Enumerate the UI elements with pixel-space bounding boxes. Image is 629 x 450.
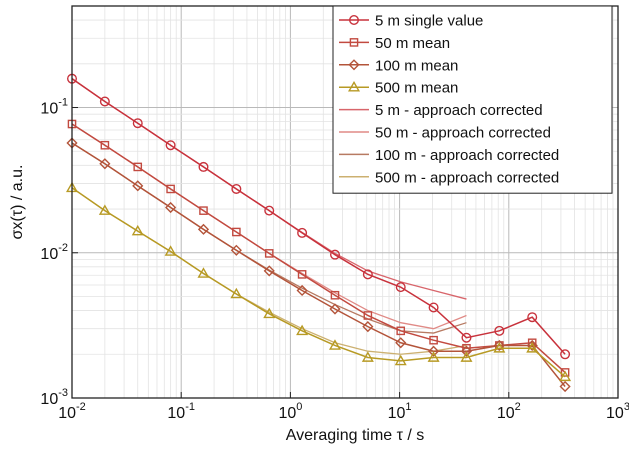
- series-3: [66, 137, 571, 393]
- data-point: [297, 270, 307, 279]
- data-point: [493, 339, 505, 352]
- series-line: [71, 78, 566, 355]
- data-point: [559, 370, 572, 382]
- data-point: [165, 201, 177, 214]
- data-point: [197, 267, 210, 278]
- legend-label: 50 m - approach corrected: [375, 125, 551, 142]
- data-point: [329, 249, 340, 260]
- data-point: [132, 118, 143, 129]
- data-point: [559, 380, 571, 393]
- data-point: [560, 349, 571, 360]
- data-point: [526, 339, 538, 352]
- legend: 5 m single value 50 m mean 100 m mean 500 m…: [332, 5, 613, 194]
- series-line: [71, 142, 566, 387]
- data-point: [429, 335, 438, 345]
- data-point: [526, 342, 539, 353]
- data-point: [362, 269, 373, 280]
- data-point: [99, 96, 110, 107]
- legend-marker: [349, 14, 360, 26]
- data-point: [197, 223, 210, 235]
- legend-item: 5 m - approach corrected: [339, 102, 543, 119]
- legend-box: [332, 5, 613, 194]
- y-axis-label: σx(τ) / a.u.: [9, 165, 26, 240]
- legend-label: 100 m mean: [375, 57, 458, 74]
- data-point: [296, 324, 309, 336]
- legend-label: 500 m mean: [375, 80, 458, 97]
- data-point: [394, 354, 407, 366]
- data-point: [230, 244, 242, 256]
- legend-label: 100 m - approach corrected: [375, 147, 559, 164]
- data-point: [428, 302, 439, 313]
- legend-item: 5 m single value: [339, 13, 483, 30]
- data-point: [164, 245, 177, 256]
- legend-marker: [349, 38, 359, 47]
- data-point: [330, 290, 340, 300]
- data-point: [263, 307, 276, 319]
- data-point: [461, 332, 472, 343]
- data-point: [297, 227, 308, 238]
- data-point: [132, 180, 144, 192]
- data-point: [460, 345, 473, 357]
- series-line: [71, 187, 566, 378]
- legend-item: 50 m - approach corrected: [339, 125, 551, 142]
- legend-item: 500 m - approach corrected: [339, 169, 559, 186]
- data-point: [263, 265, 275, 277]
- data-point: [395, 282, 406, 293]
- data-point: [428, 345, 440, 357]
- data-point: [264, 205, 275, 216]
- x-tick-label: 103: [606, 401, 629, 422]
- data-point: [231, 183, 242, 194]
- data-point: [100, 140, 110, 150]
- legend-item: 50 m mean: [339, 35, 450, 52]
- legend-item: 100 m - approach corrected: [339, 147, 559, 164]
- data-point: [396, 326, 406, 336]
- data-point: [98, 204, 111, 215]
- data-point: [296, 284, 308, 297]
- series-line: [71, 123, 566, 373]
- data-point: [131, 224, 144, 236]
- data-point: [230, 287, 243, 299]
- data-point: [362, 321, 374, 333]
- data-point: [328, 339, 341, 350]
- legend-item: 500 m mean: [339, 80, 458, 97]
- data-point: [99, 158, 111, 170]
- legend-label: 5 m - approach corrected: [375, 102, 543, 119]
- data-point: [494, 325, 505, 336]
- data-point: [460, 351, 473, 362]
- legend-marker: [347, 80, 361, 92]
- data-point: [232, 227, 241, 237]
- data-point: [329, 303, 341, 315]
- data-point: [199, 206, 208, 215]
- data-point: [166, 184, 175, 194]
- data-point: [427, 351, 440, 362]
- data-point: [264, 249, 274, 258]
- data-point: [165, 140, 176, 151]
- legend-label: 500 m - approach corrected: [375, 169, 559, 186]
- data-point: [395, 337, 407, 349]
- data-point: [527, 312, 538, 323]
- legend-label: 5 m single value: [375, 13, 483, 30]
- legend-item: 100 m mean: [339, 57, 458, 74]
- data-series: [65, 73, 572, 393]
- series-4: [65, 181, 572, 382]
- data-point: [361, 351, 374, 362]
- data-point: [363, 311, 373, 320]
- data-point: [493, 342, 506, 353]
- legend-marker: [348, 59, 360, 71]
- data-point: [198, 161, 209, 172]
- legend-label: 50 m mean: [375, 35, 450, 52]
- x-axis-label: Averaging time τ / s: [286, 427, 425, 444]
- data-point: [133, 162, 143, 172]
